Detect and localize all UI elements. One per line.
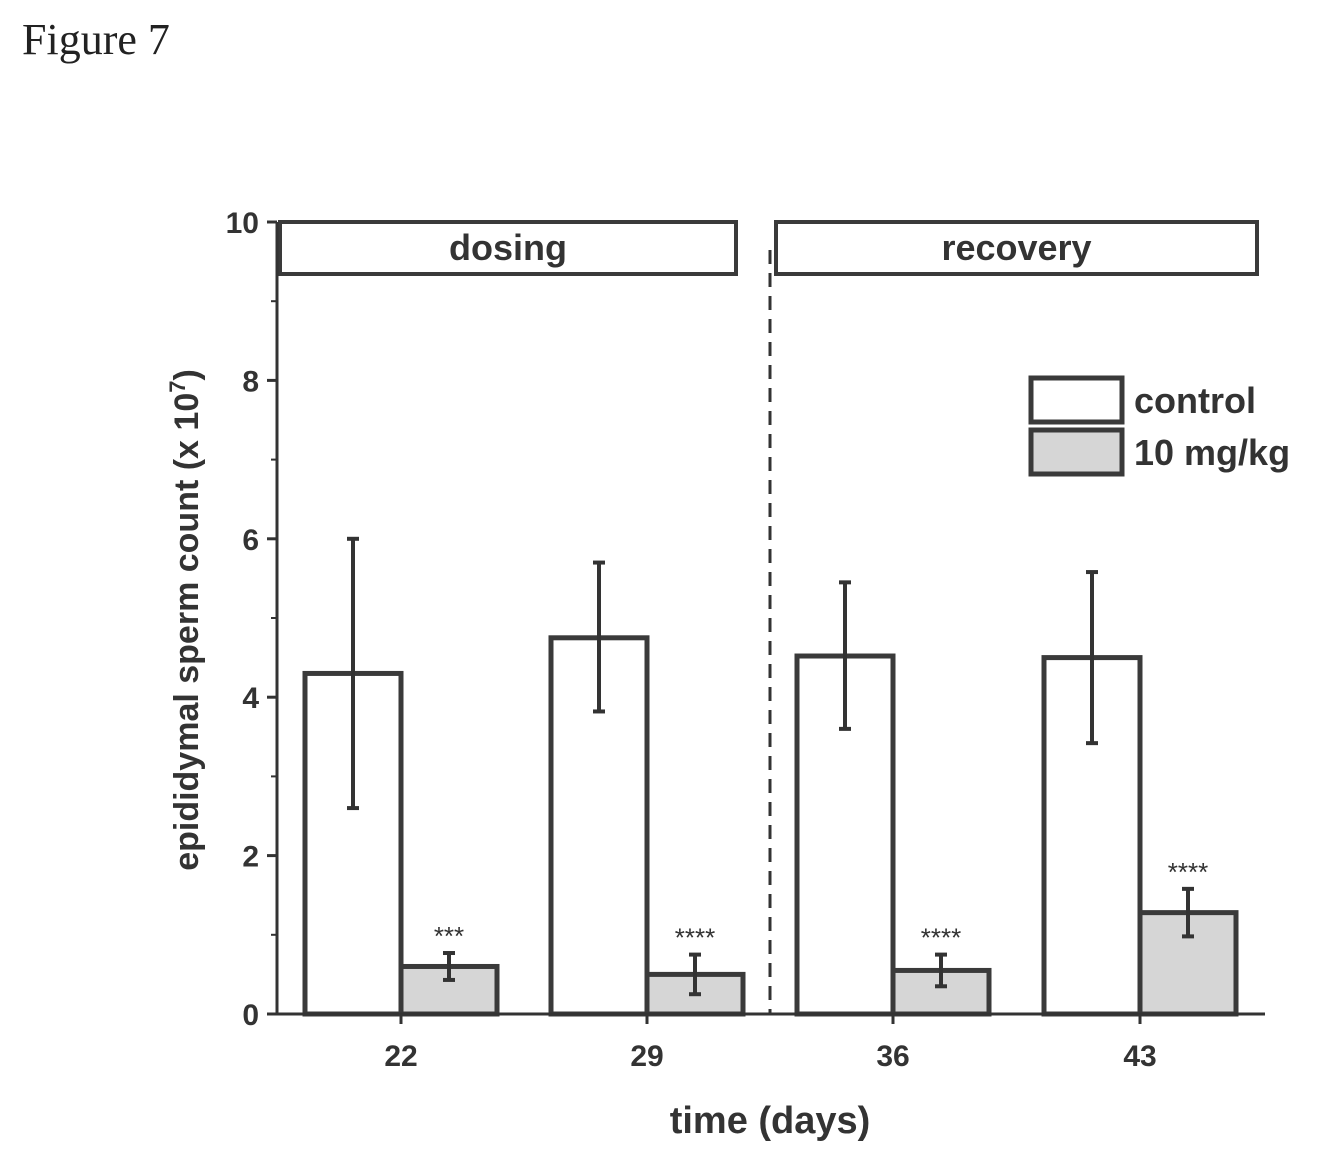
significance-22: *** <box>434 921 464 951</box>
significance-43: **** <box>1168 857 1208 887</box>
y-tick-label-10: 10 <box>226 207 259 240</box>
phase-label-dosing: dosing <box>449 227 567 268</box>
x-tick-label-43: 43 <box>1123 1040 1156 1073</box>
y-tick-label-4: 4 <box>242 682 259 715</box>
x-tick-label-29: 29 <box>630 1040 663 1073</box>
error-bar-treated-29 <box>689 952 701 997</box>
axes: 0 2 4 6 8 10 22 29 36 43 <box>226 207 1265 1073</box>
error-bar-treated-36 <box>935 952 947 989</box>
y-axis-title-base: epididymal sperm count (x 10 <box>168 393 206 871</box>
phase-box-dosing <box>278 220 738 276</box>
legend-swatch-control <box>1028 375 1125 425</box>
y-tick-label-0: 0 <box>242 999 259 1032</box>
figure-label: Figure 7 <box>22 15 170 64</box>
error-bar-control-29 <box>593 560 605 714</box>
error-bar-control-43 <box>1086 570 1098 746</box>
legend-label-control: control <box>1134 380 1256 421</box>
legend-label-treated: 10 mg/kg <box>1134 432 1290 473</box>
legend: control 10 mg/kg <box>1028 375 1290 477</box>
y-tick-label-2: 2 <box>242 841 259 874</box>
x-axis-title: time (days) <box>670 1100 871 1142</box>
significance-36: **** <box>921 923 961 953</box>
y-tick-label-8: 8 <box>242 365 259 398</box>
error-bar-treated-22 <box>443 951 455 982</box>
error-bar-control-22 <box>347 536 359 811</box>
x-tick-label-36: 36 <box>876 1040 909 1073</box>
y-axis-title: epididymal sperm count (x 107) <box>165 369 206 871</box>
y-axis-title-exponent: 7 <box>165 381 190 393</box>
error-bar-control-36 <box>839 580 851 731</box>
x-tick-label-22: 22 <box>384 1040 417 1073</box>
phase-label-recovery: recovery <box>941 227 1091 268</box>
error-bar-treated-43 <box>1182 886 1194 939</box>
y-axis-title-close: ) <box>168 369 206 380</box>
significance-29: **** <box>675 923 715 953</box>
legend-swatch-treated <box>1028 427 1125 477</box>
phase-headers: dosing recovery <box>278 220 1259 276</box>
significance-markers: *** **** ******** <box>434 857 1208 953</box>
error-bars <box>347 536 1194 997</box>
y-tick-label-6: 6 <box>242 524 259 557</box>
phase-box-recovery <box>774 220 1259 276</box>
